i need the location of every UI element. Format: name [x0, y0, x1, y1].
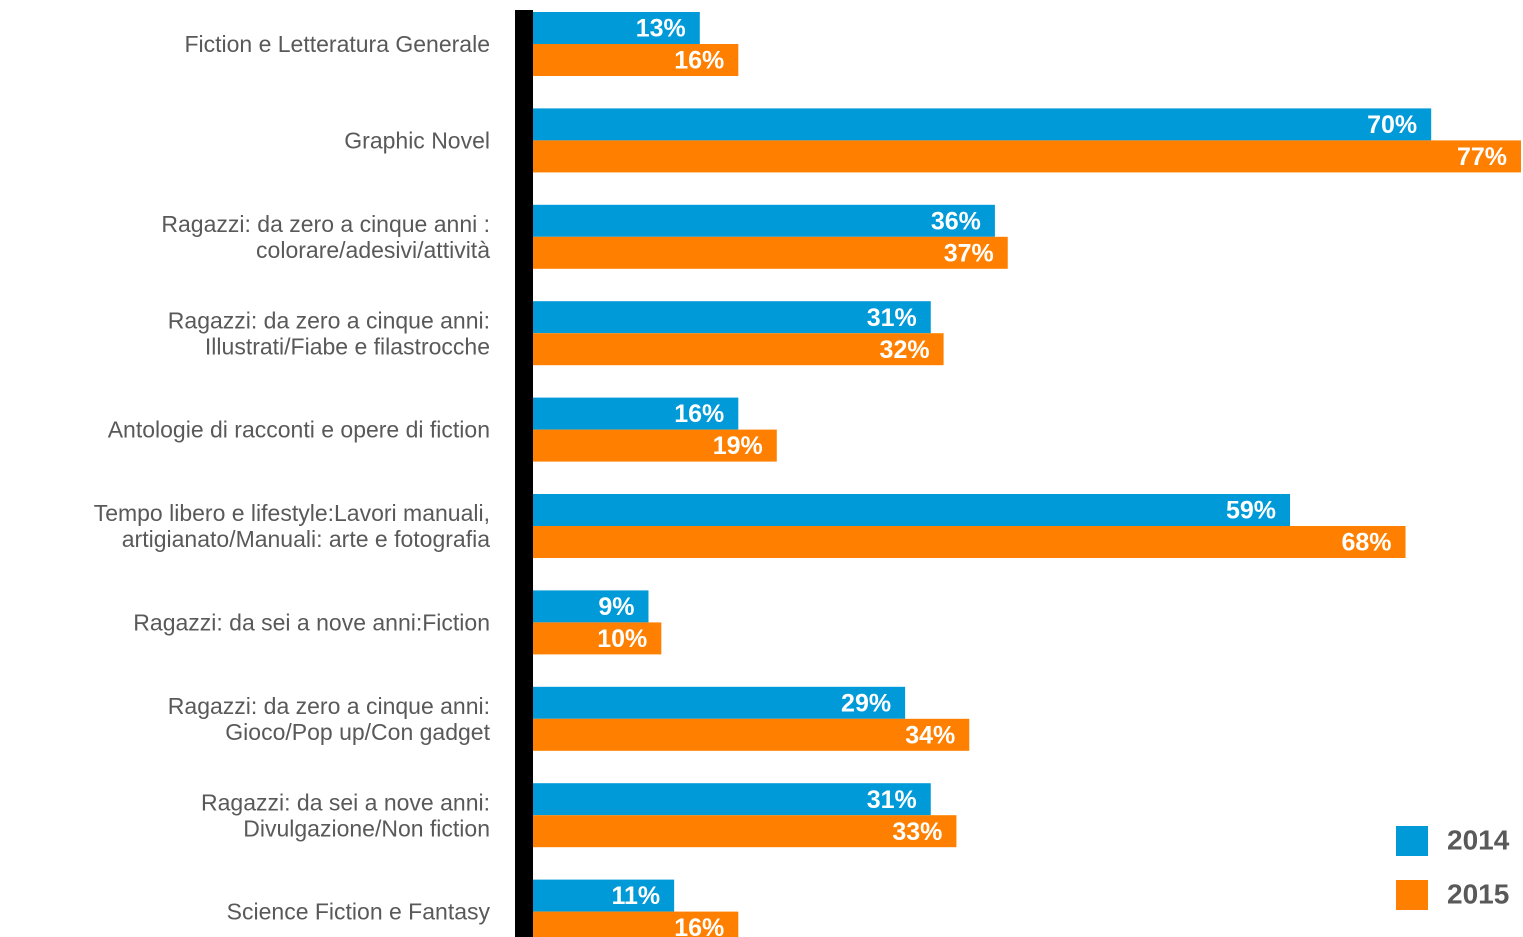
bar: [533, 879, 675, 912]
bar: [533, 333, 944, 366]
bar: [533, 140, 1521, 173]
value-label: 16%: [674, 47, 724, 75]
bar: [533, 236, 1008, 269]
category-label: artigianato/Manuali: arte e fotografia: [122, 526, 490, 552]
value-label: 33%: [892, 818, 942, 846]
value-label: 9%: [598, 593, 634, 621]
value-label: 11%: [611, 882, 660, 910]
value-label: 31%: [867, 304, 917, 332]
bar: [533, 815, 957, 848]
bar: [533, 494, 1291, 526]
value-label: 68%: [1341, 529, 1391, 557]
value-label: 16%: [674, 400, 724, 428]
legend-label: 2015: [1447, 878, 1509, 909]
category-label: Divulgazione/Non fiction: [243, 815, 490, 841]
value-label: 70%: [1367, 111, 1417, 139]
category-label: Ragazzi: da zero a cinque anni:: [168, 693, 490, 719]
bar: [533, 718, 970, 751]
value-label: 16%: [674, 914, 724, 937]
legend-label: 2014: [1447, 824, 1510, 855]
category-label: Science Fiction e Fantasy: [227, 899, 491, 925]
value-label: 34%: [905, 721, 955, 749]
axis-line: [515, 10, 533, 937]
bar: [533, 204, 995, 237]
value-label: 59%: [1226, 497, 1276, 525]
category-label: Fiction e Letteratura Generale: [184, 31, 490, 57]
value-label: 36%: [931, 207, 981, 235]
value-label: 32%: [880, 336, 930, 364]
category-label: Illustrati/Fiabe e filastrocche: [205, 333, 490, 359]
category-label: Ragazzi: da sei a nove anni:Fiction: [133, 609, 490, 635]
bar: [533, 44, 739, 76]
bar: [533, 686, 906, 719]
bar: [533, 108, 1432, 141]
value-label: 10%: [597, 625, 647, 653]
value-label: 37%: [944, 239, 994, 267]
bar: [533, 526, 1406, 558]
category-label: Ragazzi: da zero a cinque anni :: [161, 211, 490, 237]
legend-swatch: [1396, 826, 1428, 856]
bar: [533, 12, 700, 44]
category-label: Antologie di racconti e opere di fiction: [108, 417, 490, 443]
value-label: 19%: [713, 432, 763, 460]
value-label: 29%: [841, 689, 891, 717]
value-label: 77%: [1457, 143, 1507, 171]
category-label: Tempo libero e lifestyle:Lavori manuali,: [94, 500, 490, 526]
value-label: 31%: [867, 786, 917, 814]
bar: [533, 622, 662, 655]
category-label: Gioco/Pop up/Con gadget: [225, 719, 490, 745]
legend-swatch: [1396, 880, 1428, 910]
bar: [533, 301, 931, 334]
category-label: Ragazzi: da sei a nove anni:: [201, 789, 490, 815]
bar: [533, 911, 739, 937]
bar: [533, 590, 649, 623]
category-label: Ragazzi: da zero a cinque anni:: [168, 307, 490, 333]
category-label: Graphic Novel: [344, 127, 490, 153]
category-label: colorare/adesivi/attività: [256, 237, 490, 263]
bar: [533, 783, 931, 816]
bar: [533, 397, 739, 430]
bar: [533, 429, 777, 462]
value-label: 13%: [636, 15, 686, 43]
